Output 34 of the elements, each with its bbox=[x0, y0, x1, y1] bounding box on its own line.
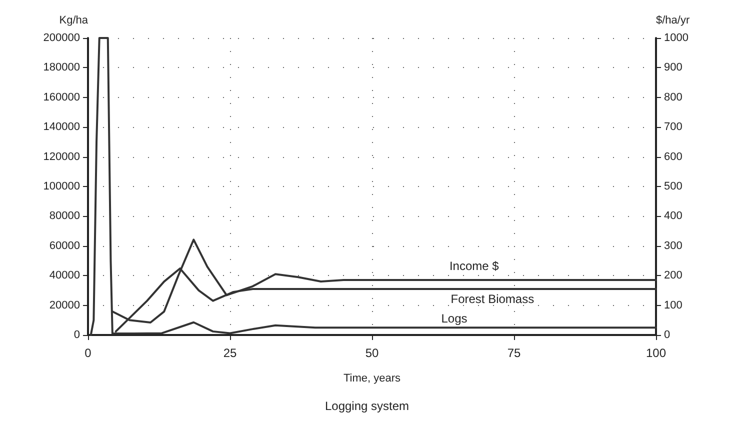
x-axis-title: Time, years bbox=[343, 372, 402, 384]
y-tick-label: 160000 bbox=[43, 91, 80, 104]
y2-tick-label: 1000 bbox=[664, 32, 688, 44]
y2-tick-label: 700 bbox=[664, 121, 682, 134]
y2-tick-label: 800 bbox=[664, 91, 682, 104]
x-tick-label: 100 bbox=[646, 346, 666, 360]
y-tick-label: 200000 bbox=[43, 32, 80, 44]
y-tick-label: 180000 bbox=[43, 62, 80, 74]
y-tick-label: 100000 bbox=[43, 180, 80, 192]
x-tick-label: 75 bbox=[507, 346, 521, 360]
x-tick-label: 50 bbox=[365, 346, 379, 360]
y-tick-label: 40000 bbox=[49, 270, 80, 282]
series-label: Income $ bbox=[449, 259, 500, 274]
y2-tick-label: 600 bbox=[664, 150, 682, 163]
y2-tick-label: 200 bbox=[664, 270, 682, 282]
y2-tick-label: 100 bbox=[664, 299, 682, 312]
y2-tick-label: 900 bbox=[664, 62, 682, 74]
x-tick-label: 25 bbox=[223, 346, 237, 360]
y-tick-label: 20000 bbox=[49, 299, 80, 312]
x-tick-label: 0 bbox=[84, 346, 92, 360]
y2-tick-label: 0 bbox=[664, 329, 670, 341]
y-tick-label: 0 bbox=[74, 329, 80, 341]
y-tick-label: 140000 bbox=[43, 121, 80, 134]
y2-axis-title: $/ha/yr bbox=[656, 14, 690, 26]
text: Logging system bbox=[324, 399, 410, 413]
series-label: Forest Biomass bbox=[450, 292, 534, 306]
y2-tick-label: 400 bbox=[664, 210, 682, 222]
series-label: Logs bbox=[441, 312, 468, 326]
y-tick-label: 60000 bbox=[49, 240, 80, 252]
y2-tick-label: 300 bbox=[664, 240, 682, 252]
y-tick-label: 120000 bbox=[43, 150, 80, 163]
y2-tick-label: 500 bbox=[664, 180, 682, 192]
y-tick-label: 80000 bbox=[49, 210, 80, 222]
y-axis-title: Kg/ha bbox=[59, 14, 89, 26]
